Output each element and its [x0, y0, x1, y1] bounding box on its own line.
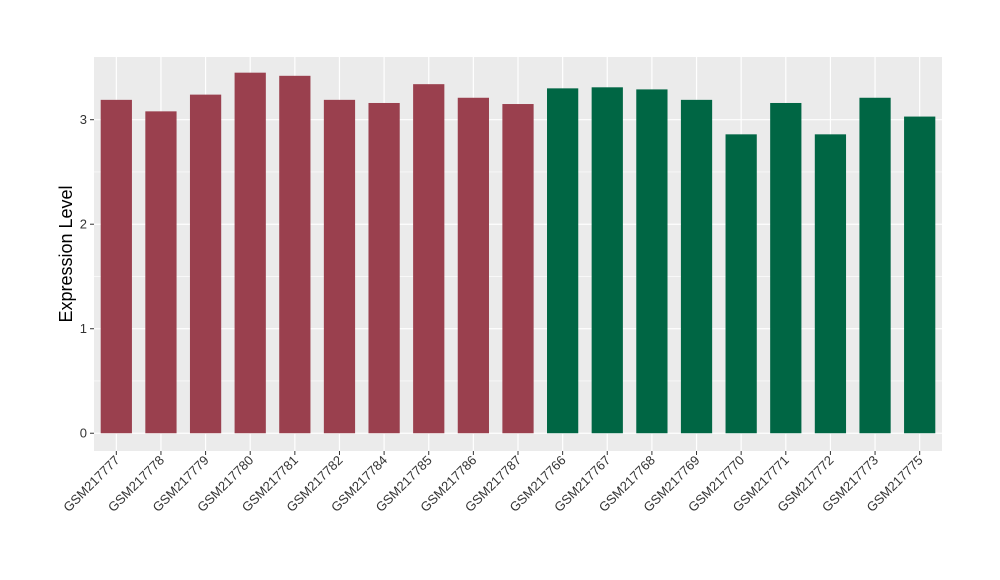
bar-GSM217785: [413, 84, 445, 434]
bar-GSM217777: [100, 99, 132, 434]
bar-GSM217772: [814, 134, 847, 434]
bar-GSM217784: [368, 102, 400, 434]
bar-GSM217767: [591, 87, 623, 434]
bar-GSM217766: [547, 88, 579, 434]
bar-GSM217770: [725, 134, 757, 434]
bar-GSM217786: [457, 97, 489, 434]
y-tick-label: 0: [80, 426, 87, 441]
bar-GSM217779: [189, 94, 222, 434]
bar-GSM217780: [234, 72, 266, 434]
bar-GSM217781: [279, 75, 311, 434]
bar-GSM217787: [502, 104, 534, 434]
bar-GSM217773: [859, 97, 891, 434]
y-axis-title: Expression Level: [56, 185, 76, 322]
bar-GSM217768: [636, 89, 668, 434]
x-axis: GSM217777GSM217778GSM217779GSM217780GSM2…: [60, 451, 926, 515]
bars: [100, 72, 936, 434]
y-tick-label: 2: [80, 217, 87, 232]
bar-GSM217771: [770, 102, 802, 434]
y-tick-label: 3: [80, 112, 87, 127]
bar-GSM217769: [680, 99, 713, 434]
bar-GSM217782: [323, 99, 356, 434]
bar-GSM217775: [904, 116, 936, 434]
bar-GSM217778: [145, 111, 177, 434]
y-axis: 0 1 2 3: [80, 112, 94, 441]
y-tick-label: 1: [80, 321, 87, 336]
